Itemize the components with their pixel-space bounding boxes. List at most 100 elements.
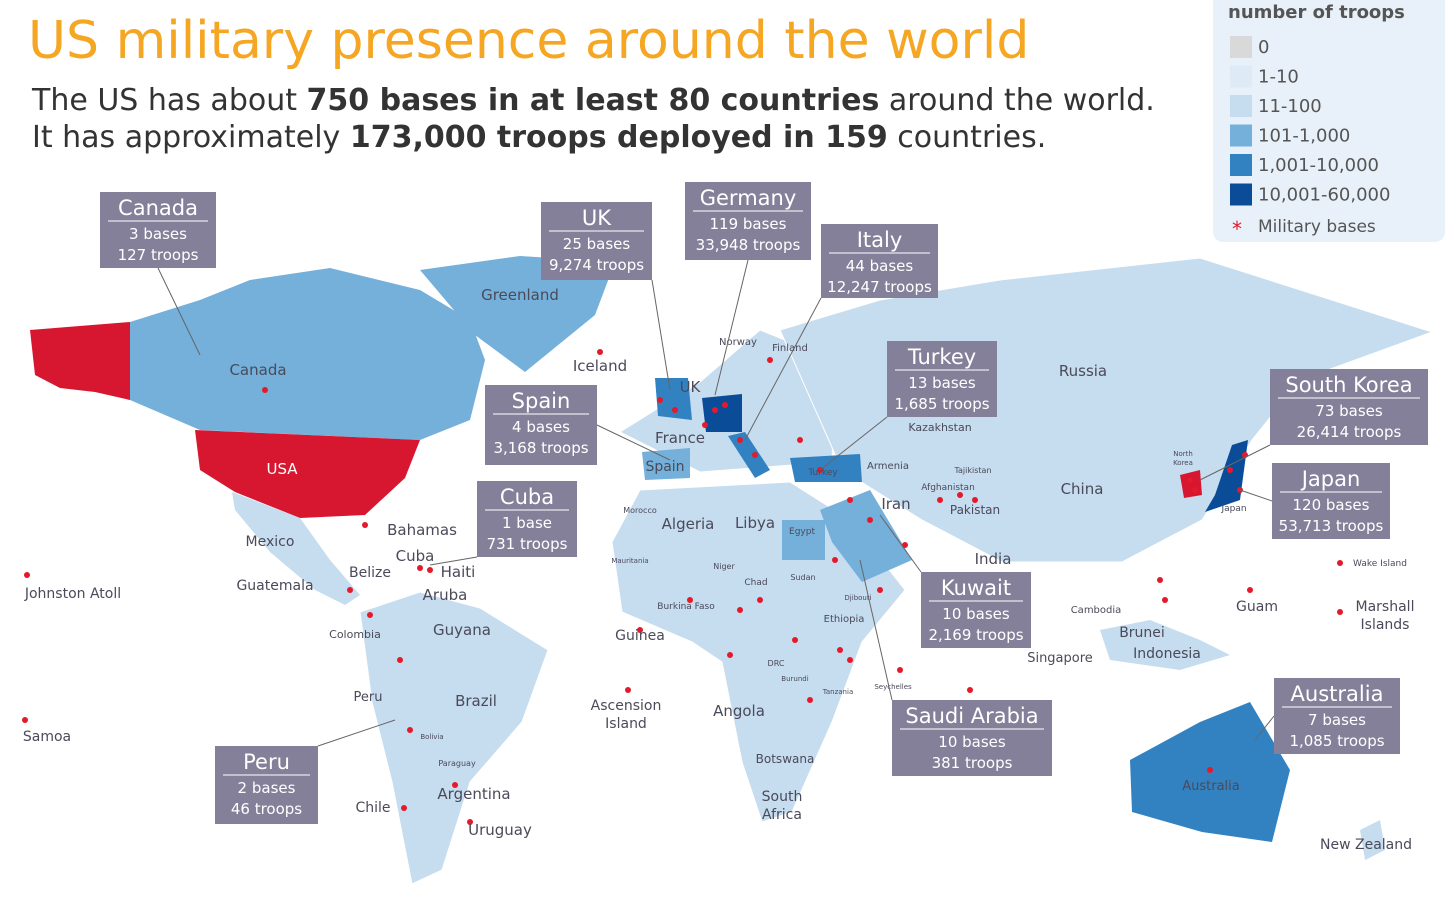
country-label: Djibouti xyxy=(844,594,871,602)
legend-swatch xyxy=(1230,95,1252,117)
legend-box xyxy=(1213,0,1445,242)
country-label: Morocco xyxy=(623,506,657,515)
callout-leader xyxy=(744,297,822,441)
country-label: Mexico xyxy=(246,534,295,550)
country-label: Uruguay xyxy=(468,821,532,839)
base-marker xyxy=(367,612,373,618)
country-label: Argentina xyxy=(437,785,510,803)
country-label: Russia xyxy=(1059,362,1107,380)
callout-bases: 119 bases xyxy=(710,215,787,233)
country-label: Iran xyxy=(881,495,910,513)
base-marker xyxy=(752,452,758,458)
callout-bases: 44 bases xyxy=(846,257,914,275)
country-label: Singapore xyxy=(1027,651,1093,666)
country-label-line: Marshall xyxy=(1356,599,1415,615)
legend-swatch xyxy=(1230,65,1252,88)
country-label: Armenia xyxy=(867,461,909,472)
base-marker xyxy=(797,437,803,443)
country-label: Colombia xyxy=(329,628,381,641)
country-label: Chad xyxy=(744,578,767,588)
base-marker xyxy=(401,805,407,811)
callout-bases: 2 bases xyxy=(238,779,296,797)
country-label: Bahamas xyxy=(387,521,457,539)
country-label: Burkina Faso xyxy=(657,602,715,612)
callouts: Canada 3 bases 127 troops UK 25 bases 9,274 t… xyxy=(100,182,1428,824)
country-label: Mauritania xyxy=(611,557,648,565)
country-label: Iceland xyxy=(573,357,627,375)
base-marker xyxy=(597,349,603,355)
legend-label: 10,001-60,000 xyxy=(1258,185,1390,206)
callout-name: Japan xyxy=(1300,467,1361,491)
country-label: Cambodia xyxy=(1071,605,1122,616)
country-labels: Greenland Canada Iceland Norway Finland UK Fra… xyxy=(23,286,1415,853)
country-label: Angola xyxy=(713,702,765,720)
subtitle-part: The US has about xyxy=(31,83,307,118)
callout-troops: 9,274 troops xyxy=(549,256,644,274)
callout-box xyxy=(1274,678,1400,754)
subtitle-line: The US has about 750 bases in at least 8… xyxy=(31,83,1155,118)
country-label: Bolivia xyxy=(420,733,443,741)
base-marker xyxy=(902,542,908,548)
callout-troops: 26,414 troops xyxy=(1297,423,1402,441)
legend-label: 101-1,000 xyxy=(1258,126,1350,147)
country-label: Guatemala xyxy=(236,578,313,594)
canada xyxy=(130,268,485,440)
country-label: Guam xyxy=(1236,599,1278,615)
base-marker xyxy=(1192,487,1198,493)
country-label: South Africa xyxy=(762,789,803,823)
alaska xyxy=(30,322,130,400)
saudi-arabia xyxy=(820,490,912,582)
country-label: North Korea xyxy=(1173,450,1193,467)
callout-box xyxy=(100,192,216,268)
country-label: New Zealand xyxy=(1320,837,1412,853)
country-label: Indonesia xyxy=(1133,646,1201,662)
callout-name: Kuwait xyxy=(941,576,1011,600)
country-label: Canada xyxy=(229,361,286,379)
uk xyxy=(655,378,692,420)
base-marker xyxy=(727,652,733,658)
germany xyxy=(702,394,742,432)
callout-bases: 120 bases xyxy=(1293,496,1370,514)
country-label: Sudan xyxy=(790,573,815,582)
subtitle-part: It has approximately xyxy=(32,120,350,155)
base-marker xyxy=(957,492,963,498)
country-label-line: Island xyxy=(605,716,647,732)
base-marker xyxy=(397,657,403,663)
legend-swatch xyxy=(1230,36,1252,58)
callout-troops: 381 troops xyxy=(932,754,1013,772)
country-label: Cuba xyxy=(396,547,435,565)
mexico xyxy=(232,492,360,605)
base-marker xyxy=(757,597,763,603)
country-label-line: Islands xyxy=(1361,617,1410,633)
country-label-line: North xyxy=(1173,450,1193,458)
country-label: Burundi xyxy=(781,675,808,683)
callout-name: Canada xyxy=(118,196,198,220)
base-marker xyxy=(347,587,353,593)
callout-leader xyxy=(157,267,201,356)
base-marker xyxy=(807,697,813,703)
callout-bases: 73 bases xyxy=(1315,402,1383,420)
callout-bases: 7 bases xyxy=(1308,711,1366,729)
country-label: Botswana xyxy=(756,752,815,766)
subtitle-part: around the world. xyxy=(879,83,1154,118)
country-label: Belize xyxy=(349,565,391,581)
country-label: Haiti xyxy=(441,563,476,581)
callout-leader xyxy=(714,259,749,396)
callout-leader xyxy=(1239,489,1273,502)
country-label: Afghanistan xyxy=(921,483,975,493)
callout-troops: 127 troops xyxy=(118,246,199,264)
country-label: DRC xyxy=(768,659,785,668)
callout-box xyxy=(921,572,1031,648)
country-label-line: South xyxy=(762,789,803,805)
italy xyxy=(728,432,770,478)
legend-bases-marker: * xyxy=(1232,217,1242,241)
callout-name: Cuba xyxy=(500,485,554,509)
base-marker xyxy=(867,517,873,523)
base-marker xyxy=(737,607,743,613)
title: US military presence around the world xyxy=(28,11,1029,71)
subtitle-bold: 173,000 troops deployed in 159 xyxy=(350,120,888,155)
base-marker xyxy=(1187,477,1193,483)
callout-box xyxy=(821,224,938,298)
base-marker xyxy=(262,387,268,393)
